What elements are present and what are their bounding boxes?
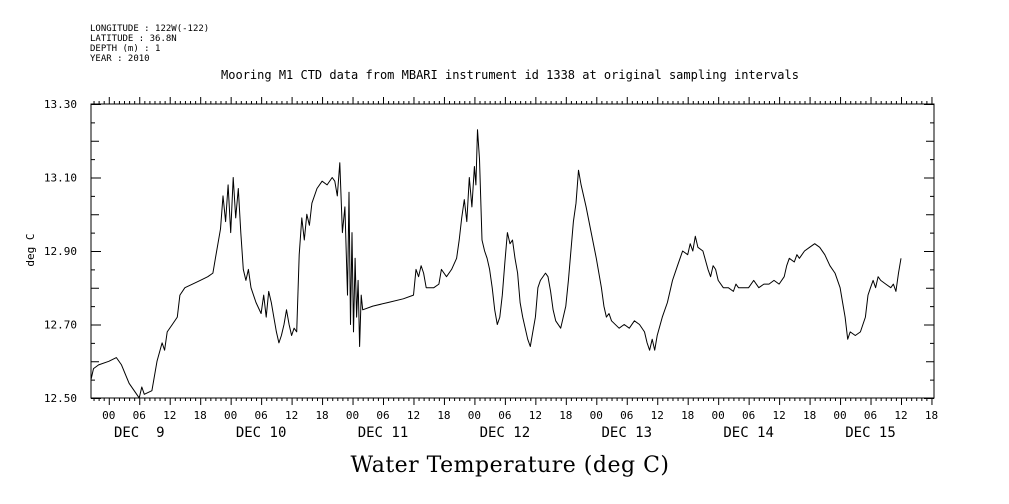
x-tick-label: 06 <box>498 409 511 422</box>
x-tick-label: 18 <box>681 409 694 422</box>
y-tick-label: 12.50 <box>44 392 77 405</box>
x-tick-label: 00 <box>712 409 725 422</box>
x-tick-label: 06 <box>620 409 633 422</box>
y-tick-label: 12.90 <box>44 245 77 258</box>
longitude-label: LONGITUDE : 122W(-122) <box>90 24 210 34</box>
x-tick-label: 18 <box>315 409 328 422</box>
x-day-label: DEC 15 <box>845 425 896 441</box>
x-day-label: DEC 11 <box>358 425 409 441</box>
x-tick-label: 18 <box>194 409 207 422</box>
x-day-label: DEC 13 <box>601 425 652 441</box>
x-tick-label: 06 <box>376 409 389 422</box>
x-tick-label: 06 <box>133 409 146 422</box>
x-tick-label: 18 <box>803 409 816 422</box>
x-tick-label: 00 <box>590 409 603 422</box>
plot-frame <box>90 103 935 399</box>
latitude-label: LATITUDE : 36.8N <box>90 34 177 44</box>
x-tick-label: 06 <box>254 409 267 422</box>
depth-label: DEPTH (m) : 1 <box>90 44 161 54</box>
x-tick-label: 00 <box>224 409 237 422</box>
x-tick-label: 18 <box>437 409 450 422</box>
x-tick-label: 12 <box>407 409 420 422</box>
y-tick-label: 12.70 <box>44 319 77 332</box>
x-day-label: DEC 10 <box>236 425 287 441</box>
x-tick-label: 18 <box>559 409 572 422</box>
x-tick-label: 12 <box>772 409 785 422</box>
x-tick-label: 12 <box>651 409 664 422</box>
x-tick-label: 00 <box>833 409 846 422</box>
x-tick-label: 12 <box>529 409 542 422</box>
x-day-label: DEC 12 <box>480 425 531 441</box>
temperature-series-line <box>90 129 902 399</box>
x-tick-label: 00 <box>102 409 115 422</box>
x-tick-label: 00 <box>346 409 359 422</box>
y-tick-label: 13.10 <box>44 172 77 185</box>
x-tick-label: 18 <box>925 409 938 422</box>
y-tick-label: 13.30 <box>44 98 77 111</box>
x-tick-label: 12 <box>163 409 176 422</box>
x-day-label: DEC 14 <box>723 425 774 441</box>
chart-title: Mooring M1 CTD data from MBARI instrumen… <box>221 68 799 82</box>
x-tick-label: 12 <box>285 409 298 422</box>
y-axis-label: deg C <box>24 233 37 266</box>
x-tick-label: 00 <box>468 409 481 422</box>
x-day-label: DEC 9 <box>114 425 165 441</box>
x-tick-label: 12 <box>894 409 907 422</box>
x-tick-label: 06 <box>864 409 877 422</box>
year-label: YEAR : 2010 <box>90 54 150 64</box>
x-tick-label: 06 <box>742 409 755 422</box>
x-axis-label: Water Temperature (deg C) <box>350 453 670 478</box>
